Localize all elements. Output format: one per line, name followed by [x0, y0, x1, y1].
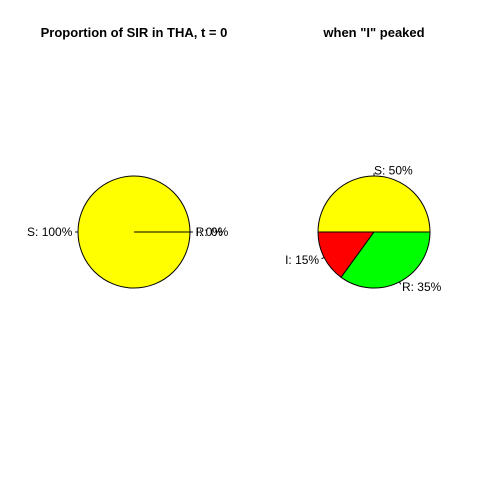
- pie-chart-1-title: Proportion of SIR in THA, t = 0: [41, 25, 228, 40]
- pie-slice-s: [317, 175, 431, 233]
- pie-chart-1-labels: S: 100% I: 0%R: 0%: [27, 225, 229, 239]
- pie-chart-2-labels: S: 50% I: 15% R: 35%: [285, 163, 442, 293]
- pie-slice-label-i: I: 0%: [196, 225, 224, 239]
- pie-slice-label-s: S: 100%: [27, 225, 73, 239]
- pie-chart-2-title: when "I" peaked: [322, 25, 424, 40]
- pie-label-tick-i: [321, 256, 325, 260]
- pie-label-tick-r: [398, 281, 402, 285]
- pie-slice-label-r: R: 35%: [402, 280, 442, 294]
- pie-slice-label-i: I: 15%: [285, 253, 319, 267]
- pie-slice-label-s: S: 50%: [374, 163, 413, 177]
- pie-chart-1-slices: [77, 175, 191, 289]
- pie-slice-i: [317, 231, 375, 279]
- pie-chart-2: when "I" peaked S: 50% I: 15% R: 35%: [285, 25, 442, 294]
- pie-chart-2-slices: [317, 175, 431, 289]
- pie-slice-label-r: R: 0%: [196, 225, 229, 239]
- pie-chart-1: Proportion of SIR in THA, t = 0 S: 100% I…: [27, 25, 229, 289]
